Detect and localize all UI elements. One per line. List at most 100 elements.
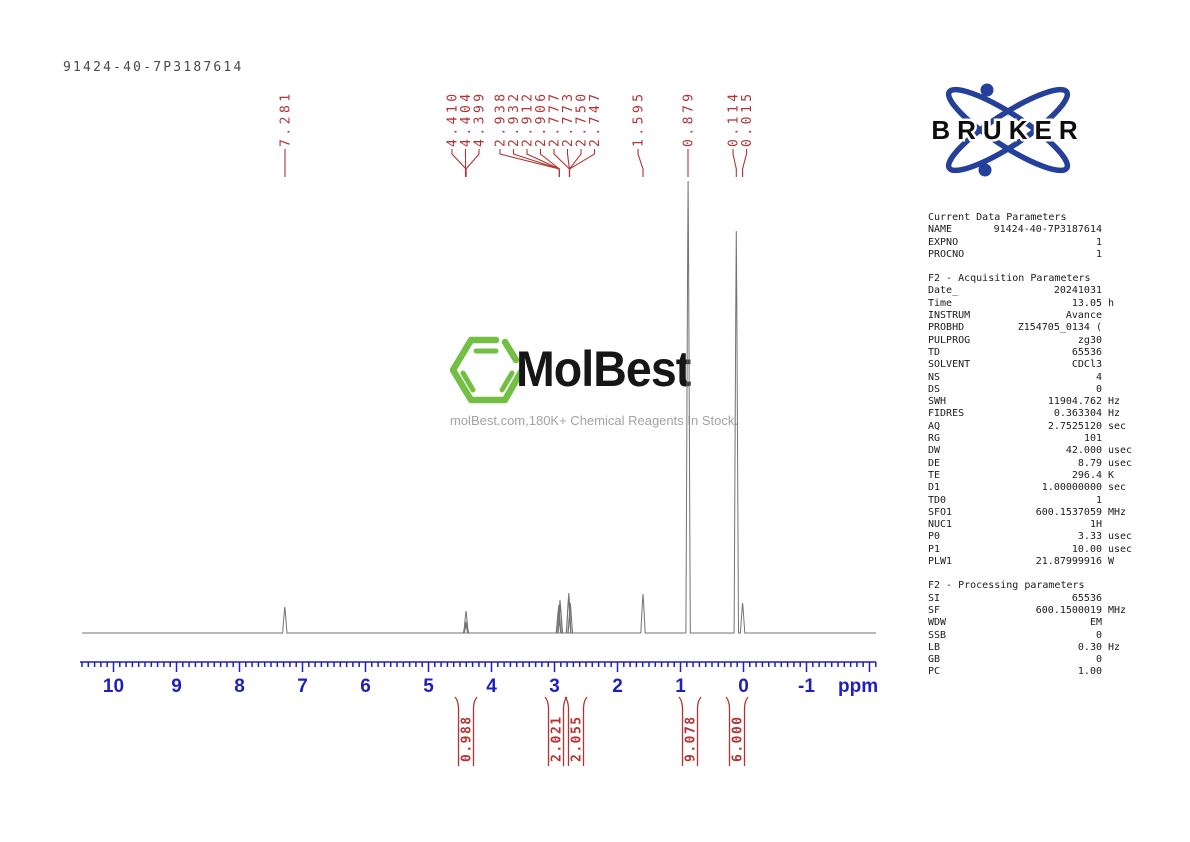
peak-label-connector [637, 149, 644, 177]
param-value: 0 [1095, 629, 1102, 641]
peak-shift-label: 2.777 [548, 90, 563, 147]
x-axis-unit-label: ppm [838, 676, 878, 697]
param-row: PC 1.00 [928, 666, 1142, 678]
param-row: SSB 0 [928, 630, 1142, 642]
param-row: P1 10.00 usec [928, 544, 1142, 556]
peak-shift-label: 4.410 [446, 90, 461, 147]
param-unit [1102, 347, 1142, 359]
param-value: Avance [1065, 310, 1102, 322]
param-name: GB [928, 654, 941, 666]
param-unit: usec [1108, 457, 1133, 469]
peak-shift-label: 0.114 [727, 90, 742, 147]
param-value: 0.363304 [1053, 408, 1102, 420]
param-value: 1H [1089, 519, 1102, 531]
integral-value: 2.055 [570, 715, 585, 762]
parameters-panel: Current Data Parameters NAME 91424-40-7P31… [928, 212, 1142, 679]
param-unit: MHz [1108, 604, 1127, 616]
param-name: RG [928, 433, 941, 445]
x-axis-tick-label: 1 [675, 676, 686, 697]
param-value: 101 [1083, 433, 1102, 445]
peak-shift-label: 2.747 [588, 90, 603, 147]
nmr-trace [82, 180, 876, 634]
param-unit [1102, 654, 1142, 666]
x-axis-tick-label: 8 [234, 676, 245, 697]
param-value: 1.00 [1077, 666, 1102, 678]
param-name: INSTRUM [928, 310, 971, 322]
param-unit: K [1108, 469, 1115, 481]
x-axis-tick-label: -1 [798, 676, 815, 697]
param-value: 13.05 [1071, 297, 1102, 309]
param-name: Date_ [928, 285, 959, 297]
param-row: SF 600.1500019 MHz [928, 605, 1142, 617]
param-unit [1102, 495, 1142, 507]
param-value: 1.00000000 [1041, 482, 1102, 494]
param-name: PULPROG [928, 334, 971, 346]
param-row: AQ 2.7525120 sec [928, 421, 1142, 433]
param-row: TD0 1 [928, 495, 1142, 507]
integral-value: 6.000 [731, 715, 746, 762]
param-row: FIDRES 0.363304 Hz [928, 408, 1142, 420]
x-axis-tick-label: 7 [297, 676, 308, 697]
param-unit: usec [1108, 543, 1133, 555]
param-unit [1102, 593, 1142, 605]
x-axis-tick-label: 4 [486, 676, 497, 697]
peak-shift-label: 2.750 [575, 90, 590, 147]
param-row: D1 1.00000000 sec [928, 482, 1142, 494]
param-name: NUC1 [928, 519, 953, 531]
param-value: 1 [1095, 494, 1102, 506]
bruker-node-dot-bottom [978, 163, 992, 177]
param-name: PLW1 [928, 556, 953, 568]
param-row: NAME 91424-40-7P3187614 [928, 224, 1142, 236]
param-name: AQ [928, 420, 941, 432]
param-value: 0 [1095, 654, 1102, 666]
param-value: 65536 [1071, 346, 1102, 358]
peak-label-connector [732, 149, 737, 177]
param-row: P0 3.33 usec [928, 531, 1142, 543]
param-row: PULPROG zg30 [928, 335, 1142, 347]
param-section-title: Current Data Parameters [928, 212, 1067, 223]
x-axis-tick-label: 6 [360, 676, 371, 697]
integral-bracket-right [472, 696, 478, 766]
param-unit [1102, 384, 1142, 396]
param-value: 2.7525120 [1047, 420, 1102, 432]
param-value: 10.00 [1071, 543, 1102, 555]
param-unit [1102, 630, 1142, 642]
param-name: TE [928, 469, 941, 481]
param-value: 11904.762 [1047, 396, 1102, 408]
param-unit [1102, 237, 1142, 249]
integral-value: 9.078 [684, 715, 699, 762]
param-value: 3.33 [1077, 531, 1102, 543]
param-value: 4 [1095, 371, 1102, 383]
param-name: LB [928, 641, 941, 653]
param-name: TD [928, 346, 941, 358]
param-unit [1102, 666, 1142, 678]
param-row: LB 0.30 Hz [928, 642, 1142, 654]
param-row: SI 65536 [928, 593, 1142, 605]
param-value: 296.4 [1071, 469, 1102, 481]
param-row: TE 296.4 K [928, 470, 1142, 482]
peak-label-connector [539, 149, 560, 177]
integral-bracket-left [564, 696, 570, 766]
param-name: PROCNO [928, 248, 965, 260]
param-section-title: F2 - Processing parameters [928, 580, 1085, 592]
param-name: Time [928, 297, 953, 309]
param-unit: usec [1108, 445, 1133, 457]
param-value: zg30 [1077, 334, 1102, 346]
param-unit: sec [1108, 420, 1127, 432]
param-row: Date_ 20241031 [928, 285, 1142, 297]
param-unit: W [1108, 556, 1115, 568]
peak-label-connector [526, 149, 560, 177]
param-row: TD 65536 [928, 347, 1142, 359]
peak-shift-label: 2.912 [521, 90, 536, 147]
param-unit [1102, 617, 1142, 629]
param-unit [1102, 249, 1142, 261]
peak-shift-label: 4.399 [473, 90, 488, 147]
param-unit: h [1108, 297, 1115, 309]
param-value: 91424-40-7P3187614 [993, 224, 1102, 236]
param-value: 600.1500019 [1035, 604, 1102, 616]
bruker-wordmark: BRUKER [931, 115, 1084, 145]
x-axis-tick-label: 3 [549, 676, 560, 697]
param-name: SWH [928, 396, 947, 408]
